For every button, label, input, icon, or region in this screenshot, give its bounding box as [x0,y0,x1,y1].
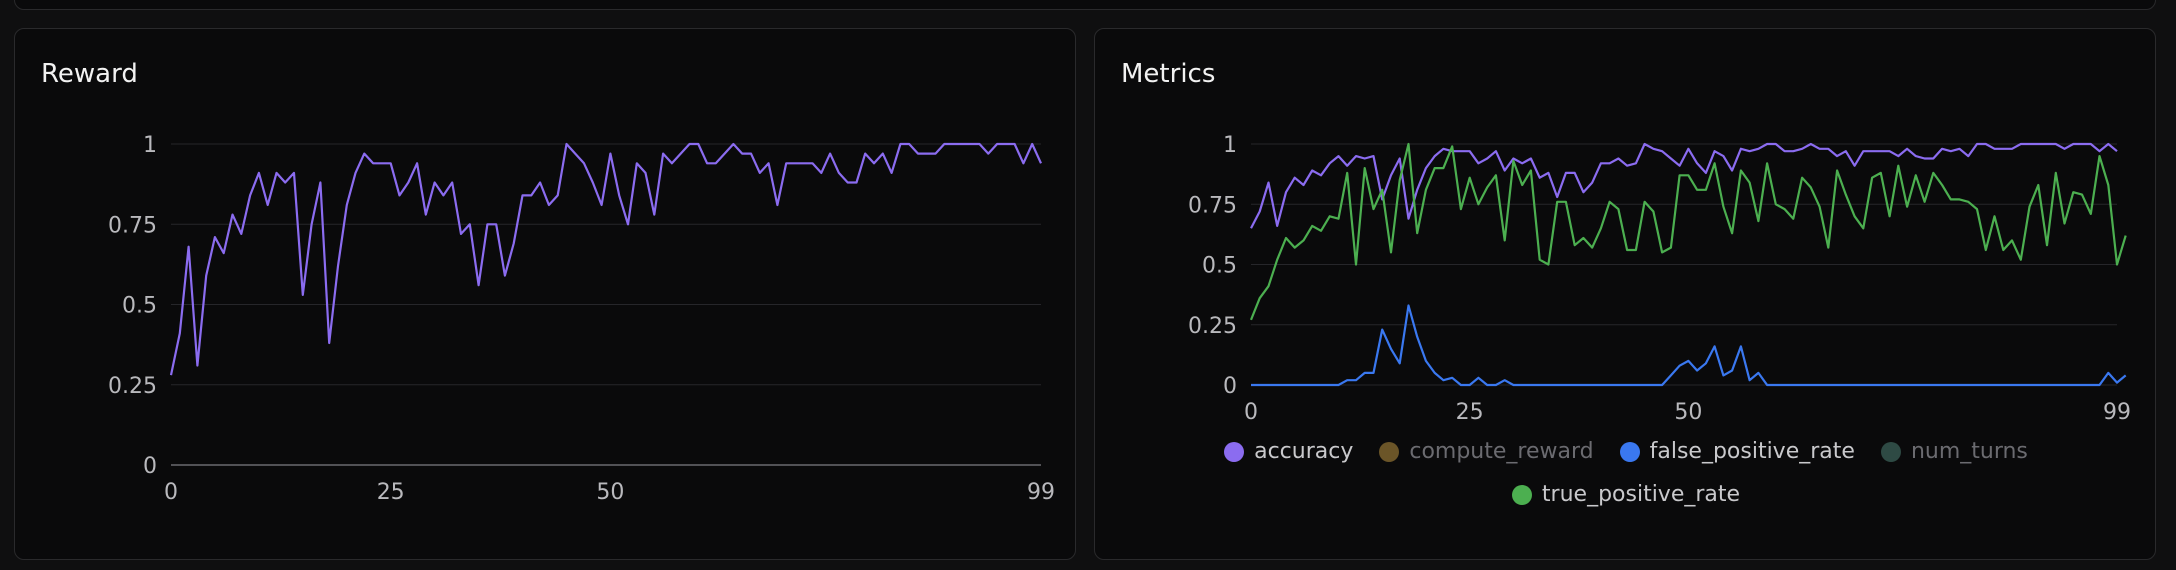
x-tick-label: 99 [1027,480,1055,505]
legend-row: accuracy compute_reward false_positive_rat… [1095,439,2157,464]
y-tick-label: 1 [143,133,157,158]
legend-dot [1619,441,1640,462]
top-panel-edge [14,0,2156,10]
y-tick-label: 0.5 [1202,254,1237,279]
legend-dot [1511,484,1532,505]
series-line-accuracy[interactable] [1250,142,2118,229]
legend-item-true_positive_rate[interactable]: true_positive_rate [1511,482,1741,507]
x-tick-label: 0 [164,480,178,505]
legend-item-num_turns[interactable]: num_turns [1880,439,2028,464]
y-tick-label: 1 [1223,133,1237,158]
reward-panel: Reward 0 0.25 0.5 0.75 1 0 25 50 99 [14,28,1076,560]
y-tick-label: 0.25 [1188,314,1237,339]
y-tick-label: 0.75 [108,213,157,238]
series-line-true_positive_rate[interactable] [1249,142,2127,321]
legend-item-false_positive_rate[interactable]: false_positive_rate [1619,439,1855,464]
metrics-chart[interactable]: 0 0.25 0.5 0.75 1 0 25 50 99 [1095,29,2157,429]
y-tick-label: 0 [1223,374,1237,399]
reward-panel-title: Reward [41,59,138,89]
legend-label: false_positive_rate [1649,439,1855,464]
x-tick-label: 50 [596,480,624,505]
x-tick-label: 25 [377,480,405,505]
legend-dot [1379,441,1400,462]
reward-chart[interactable]: 0 0.25 0.5 0.75 1 0 25 50 99 [15,29,1077,561]
legend-label: compute_reward [1409,439,1594,464]
metrics-panel-title: Metrics [1121,59,1216,89]
legend-label: accuracy [1254,439,1354,464]
legend-item-accuracy[interactable]: accuracy [1224,439,1353,464]
x-tick-label: 99 [2103,400,2131,425]
y-tick-label: 0 [143,454,157,479]
legend-row: true_positive_rate [1095,482,2157,507]
y-tick-label: 0.5 [122,294,157,319]
legend-dot [1880,441,1901,462]
legend-dot [1224,441,1245,462]
series-line-false_positive_rate[interactable] [1251,304,2127,387]
x-tick-label: 50 [1674,400,1702,425]
y-tick-label: 0.75 [1188,193,1237,218]
x-tick-label: 25 [1456,400,1484,425]
y-tick-label: 0.25 [108,374,157,399]
series-line-reward[interactable] [169,142,1043,376]
legend-item-compute_reward[interactable]: compute_reward [1379,439,1594,464]
legend-label: true_positive_rate [1541,482,1741,507]
metrics-panel: Metrics 0 0.25 0.5 0.75 1 0 25 50 99 accuracy com… [1094,28,2156,560]
legend-label: num_turns [1910,439,2028,464]
metrics-legend: accuracy compute_reward false_positive_rat… [1095,439,2157,525]
x-tick-label: 0 [1244,400,1258,425]
